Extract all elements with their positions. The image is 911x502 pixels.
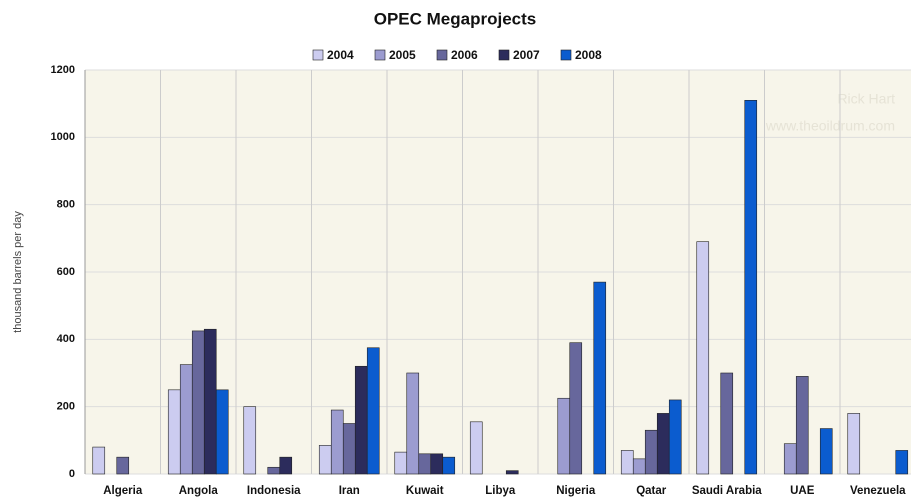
legend-swatch: [312, 49, 324, 61]
bar: [795, 376, 809, 475]
bar: [92, 446, 106, 475]
y-tick-label: 800: [57, 199, 75, 211]
bar: [847, 413, 861, 475]
legend-swatch: [498, 49, 510, 61]
bar: [366, 347, 380, 475]
legend-label: 2007: [513, 48, 540, 62]
x-tick-label: Kuwait: [406, 485, 444, 497]
bar: [116, 456, 130, 475]
x-tick-label: Indonesia: [247, 485, 301, 497]
bar: [656, 413, 670, 475]
bar: [179, 364, 193, 475]
bar: [720, 372, 734, 475]
legend-label: 2006: [451, 48, 478, 62]
x-tick-label: UAE: [790, 485, 815, 497]
bar: [342, 423, 356, 475]
x-tick-label: Qatar: [636, 485, 667, 497]
bar: [593, 281, 607, 475]
bar: [243, 406, 257, 475]
bar: [744, 100, 758, 475]
bar: [267, 466, 281, 475]
bar: [644, 429, 658, 475]
bar: [696, 241, 710, 475]
bar: [895, 450, 909, 475]
x-tick-label: Nigeria: [556, 485, 596, 497]
x-tick-label: Iran: [339, 485, 360, 497]
y-tick-label: 200: [57, 401, 75, 413]
legend-swatch: [436, 49, 448, 61]
bar: [330, 409, 344, 475]
x-tick-label: Libya: [485, 485, 516, 497]
bar: [819, 428, 833, 475]
y-tick-label: 0: [69, 468, 75, 480]
y-tick-label: 600: [57, 266, 75, 278]
y-tick-label: 1000: [51, 131, 75, 143]
legend-label: 2004: [327, 48, 354, 62]
x-tick-label: Algeria: [103, 485, 143, 497]
bar: [505, 470, 519, 475]
bar: [215, 389, 229, 475]
bar: [469, 421, 483, 475]
bar: [203, 328, 217, 475]
y-axis-label: thousand barrels per day: [12, 211, 24, 333]
chart-title: OPEC Megaprojects: [374, 9, 537, 28]
bar: [406, 372, 420, 475]
bar: [354, 365, 368, 475]
y-tick-label: 1200: [51, 64, 75, 76]
bar: [167, 389, 181, 475]
bar: [783, 443, 797, 475]
bar: [668, 399, 682, 475]
x-tick-label: Venezuela: [850, 485, 906, 497]
bar: [620, 450, 634, 475]
watermark: Rick Hart: [837, 91, 895, 107]
x-tick-label: Saudi Arabia: [692, 485, 762, 497]
bar: [279, 456, 293, 475]
bar: [191, 330, 205, 475]
bar: [394, 451, 408, 475]
bar: [632, 458, 646, 475]
watermark: www.theoildrum.com: [765, 118, 895, 134]
bar: [557, 397, 571, 475]
legend-swatch: [374, 49, 386, 61]
y-tick-label: 400: [57, 333, 75, 345]
legend-swatch: [560, 49, 572, 61]
bar: [318, 445, 332, 475]
bar: [442, 456, 456, 475]
bar: [418, 453, 432, 475]
legend-label: 2008: [575, 48, 602, 62]
legend-label: 2005: [389, 48, 416, 62]
bar: [430, 453, 444, 475]
x-tick-label: Angola: [179, 485, 219, 497]
bar: [569, 342, 583, 475]
